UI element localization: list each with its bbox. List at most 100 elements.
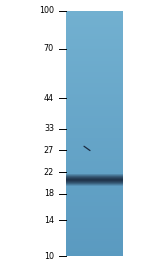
Bar bbox=[66, 22, 123, 23]
Bar bbox=[66, 214, 123, 215]
Bar bbox=[66, 86, 123, 87]
Bar bbox=[66, 140, 123, 141]
Text: 70: 70 bbox=[44, 44, 54, 53]
Bar bbox=[66, 137, 123, 138]
Bar bbox=[66, 83, 123, 84]
Bar bbox=[66, 189, 123, 190]
Bar bbox=[66, 165, 123, 166]
Bar bbox=[66, 120, 123, 121]
Bar bbox=[66, 164, 123, 165]
Bar bbox=[66, 172, 123, 173]
Bar bbox=[66, 132, 123, 133]
Text: kDa: kDa bbox=[34, 0, 54, 1]
Bar bbox=[66, 221, 123, 222]
Bar bbox=[66, 28, 123, 29]
Bar bbox=[66, 125, 123, 126]
Bar bbox=[66, 239, 123, 240]
Bar bbox=[66, 85, 123, 86]
Bar bbox=[66, 255, 123, 256]
Bar bbox=[66, 26, 123, 27]
Bar bbox=[66, 62, 123, 63]
Bar bbox=[66, 40, 123, 41]
Bar bbox=[66, 173, 123, 174]
Bar bbox=[66, 230, 123, 231]
Bar bbox=[66, 34, 123, 35]
Bar bbox=[66, 163, 123, 164]
Bar bbox=[66, 249, 123, 250]
Bar bbox=[66, 11, 123, 12]
Bar bbox=[66, 53, 123, 54]
Bar bbox=[66, 18, 123, 19]
Bar bbox=[66, 46, 123, 47]
Bar bbox=[66, 105, 123, 106]
Bar bbox=[66, 116, 123, 117]
Bar bbox=[66, 231, 123, 232]
Bar bbox=[66, 114, 123, 115]
Bar bbox=[66, 98, 123, 99]
Bar bbox=[66, 118, 123, 119]
Bar bbox=[66, 91, 123, 92]
Bar bbox=[66, 215, 123, 216]
Bar bbox=[66, 55, 123, 56]
Bar bbox=[66, 219, 123, 220]
Bar bbox=[66, 119, 123, 120]
Bar bbox=[66, 253, 123, 254]
Bar bbox=[66, 229, 123, 230]
Bar bbox=[66, 133, 123, 134]
Bar bbox=[66, 14, 123, 15]
Bar bbox=[66, 167, 123, 168]
Bar bbox=[66, 113, 123, 114]
Text: 33: 33 bbox=[44, 124, 54, 134]
Bar bbox=[66, 63, 123, 64]
Bar bbox=[66, 68, 123, 69]
Bar bbox=[66, 160, 123, 161]
Bar bbox=[66, 192, 123, 193]
Bar bbox=[66, 141, 123, 142]
Text: 18: 18 bbox=[44, 189, 54, 198]
Bar bbox=[66, 84, 123, 85]
Bar bbox=[66, 57, 123, 58]
Bar bbox=[66, 234, 123, 235]
Bar bbox=[66, 102, 123, 103]
Bar bbox=[66, 247, 123, 248]
Bar bbox=[66, 45, 123, 46]
Text: 100: 100 bbox=[39, 6, 54, 15]
Bar bbox=[66, 153, 123, 154]
Bar bbox=[66, 74, 123, 75]
Bar bbox=[66, 70, 123, 71]
Bar bbox=[66, 147, 123, 148]
Bar bbox=[66, 242, 123, 243]
Bar bbox=[66, 145, 123, 146]
Bar bbox=[66, 138, 123, 139]
Bar bbox=[66, 136, 123, 137]
Bar bbox=[66, 20, 123, 21]
Bar bbox=[66, 76, 123, 77]
Bar bbox=[66, 142, 123, 143]
Bar bbox=[66, 127, 123, 128]
Bar bbox=[66, 64, 123, 65]
Bar bbox=[66, 182, 123, 183]
Bar bbox=[66, 110, 123, 111]
Bar bbox=[66, 81, 123, 82]
Bar bbox=[66, 237, 123, 238]
Bar bbox=[66, 124, 123, 125]
Bar bbox=[66, 208, 123, 209]
Bar bbox=[66, 151, 123, 152]
Bar bbox=[66, 154, 123, 155]
Bar bbox=[66, 89, 123, 90]
Bar bbox=[66, 27, 123, 28]
Bar bbox=[66, 131, 123, 132]
Bar bbox=[66, 217, 123, 218]
Bar bbox=[66, 220, 123, 221]
Bar bbox=[66, 16, 123, 17]
Text: 27: 27 bbox=[44, 146, 54, 155]
Bar bbox=[66, 48, 123, 49]
Bar bbox=[66, 185, 123, 186]
Bar bbox=[66, 65, 123, 66]
Bar bbox=[66, 72, 123, 73]
Bar bbox=[66, 39, 123, 40]
Bar bbox=[66, 149, 123, 150]
Bar bbox=[66, 243, 123, 244]
Bar bbox=[66, 245, 123, 246]
Bar bbox=[66, 58, 123, 59]
